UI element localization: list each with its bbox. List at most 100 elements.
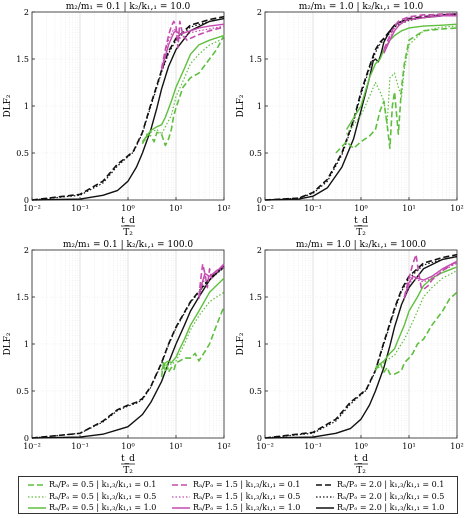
chart-title: m₂/m₁ = 1.0 | k₂/k₁,₁ = 100.0 <box>296 240 427 250</box>
legend-swatch <box>172 507 190 509</box>
series-line-s3 <box>141 34 225 143</box>
y-tick-label: 2 <box>257 8 262 17</box>
series-line-s1 <box>141 35 225 147</box>
legend-label: Rₐ/Pₒ = 2.0 | k₁,₃/k₁,₁ = 0.1 <box>337 480 445 489</box>
y-tick-label: 2 <box>257 246 262 255</box>
legend-label: Rₐ/Pₒ = 1.5 | k₁,₃/k₁,₁ = 0.5 <box>193 491 301 501</box>
chart-panel-2: 10⁻² 10⁻¹ 10⁰ 10¹ 10² 0 0.5 1 1.5 2 m₂/m₁ = 1.0 | … <box>236 2 464 238</box>
series-line-s5 <box>160 25 225 69</box>
x-tick-label: 10¹ <box>402 442 415 451</box>
chart-title: m₂/m₁ = 0.1 | k₂/k₁,₁ = 100.0 <box>63 240 194 250</box>
y-axis-label: DLF₂ <box>3 332 13 355</box>
series-line-s8 <box>31 17 225 201</box>
legend-swatch <box>316 495 334 498</box>
y-axis-label: DLF₂ <box>3 94 13 117</box>
series-line-s1 <box>160 306 225 378</box>
series-line-s8 <box>31 267 225 439</box>
series-line-s7 <box>264 13 458 201</box>
legend-swatch <box>28 495 46 498</box>
series-line-s6 <box>160 23 225 71</box>
x-tick-label: 10⁰ <box>121 442 134 451</box>
chart-panel-1: 10⁻² 10⁻¹ 10⁰ 10¹ 10² 0 0.5 1 1.5 2 m₂/m₁ = 0.1 | … <box>3 2 231 238</box>
y-tick-label: 0 <box>24 196 29 205</box>
legend-label: Rₐ/Pₒ = 2.0 | k₁,₃/k₁,₁ = 0.5 <box>337 491 445 501</box>
series-line-s4 <box>198 263 225 298</box>
series-line-s5 <box>403 262 458 300</box>
series-line-s4 <box>383 13 457 50</box>
series-line-s7 <box>31 15 225 201</box>
legend: Rₐ/Pₒ = 0.5 | k₁,₃/k₁,₁ = 0.1 Rₐ/Pₒ = 0.5… <box>18 476 458 514</box>
y-tick-label: 2 <box>24 246 29 255</box>
x-tick-label: 10² <box>450 204 463 213</box>
y-tick-label: 0.5 <box>249 149 262 158</box>
y-tick-label: 0 <box>257 196 262 205</box>
x-axis-label-denominator: T₂ <box>356 466 366 476</box>
x-axis-label-numerator: t_d <box>121 216 135 226</box>
y-axis-label: DLF₂ <box>236 94 246 117</box>
y-tick-label: 1.5 <box>16 55 29 64</box>
x-tick-label: 10⁻² <box>256 204 274 213</box>
legend-label: Rₐ/Pₒ = 0.5 | k₁,₃/k₁,₁ = 1.0 <box>49 503 157 512</box>
y-tick-label: 1 <box>257 102 262 111</box>
chart-title: m₂/m₁ = 1.0 | k₂/k₁,₁ = 10.0 <box>299 2 424 12</box>
x-tick-label: 10⁰ <box>354 204 367 213</box>
y-tick-label: 1 <box>257 340 262 349</box>
y-tick-label: 1.5 <box>16 293 29 302</box>
x-axis-label-numerator: t_d <box>354 216 368 226</box>
legend-label: Rₐ/Pₒ = 2.0 | k₁,₃/k₁,₁ = 1.0 <box>337 503 445 512</box>
series-line-s2 <box>346 25 458 135</box>
y-tick-label: 0.5 <box>249 387 262 396</box>
legend-label: Rₐ/Pₒ = 1.5 | k₁,₃/k₁,₁ = 1.0 <box>193 503 301 512</box>
series-line-s1 <box>335 27 458 154</box>
series-line-s9 <box>31 17 225 201</box>
chart-panel-3: 10⁻² 10⁻¹ 10⁰ 10¹ 10² 0 0.5 1 1.5 2 m₂/m₁ = 0.1 | … <box>3 240 231 476</box>
y-tick-label: 2 <box>24 8 29 17</box>
x-tick-label: 10⁰ <box>354 442 367 451</box>
legend-label: Rₐ/Pₒ = 0.5 | k₁,₃/k₁,₁ = 0.1 <box>49 480 157 489</box>
legend-label: Rₐ/Pₒ = 0.5 | k₁,₃/k₁,₁ = 0.5 <box>49 491 157 501</box>
y-axis-label: DLF₂ <box>236 332 246 355</box>
x-tick-label: 10⁻¹ <box>71 204 89 213</box>
x-tick-label: 10² <box>450 442 463 451</box>
series-line-s7 <box>264 253 458 439</box>
y-tick-label: 1 <box>24 340 29 349</box>
y-tick-label: 0 <box>24 434 29 443</box>
series-line-s8 <box>264 14 458 201</box>
series-line-s3 <box>160 277 225 371</box>
legend-label: Rₐ/Pₒ = 1.5 | k₁,₃/k₁,₁ = 0.1 <box>193 480 301 489</box>
x-tick-label: 10⁻² <box>256 442 274 451</box>
x-tick-label: 10⁻¹ <box>304 204 322 213</box>
series-line-s2 <box>375 270 458 371</box>
x-tick-label: 10¹ <box>402 204 415 213</box>
series-line-s9 <box>31 265 225 439</box>
series-line-s3 <box>375 266 458 369</box>
y-tick-label: 1.5 <box>249 55 262 64</box>
x-axis-label-denominator: T₂ <box>123 228 133 238</box>
x-tick-label: 10⁻² <box>23 204 41 213</box>
x-tick-label: 10² <box>217 442 230 451</box>
legend-swatch <box>172 495 190 498</box>
chart-panel-4: 10⁻² 10⁻¹ 10⁰ 10¹ 10² 0 0.5 1 1.5 2 m₂/m₁ = 1.0 | … <box>236 240 464 476</box>
chart-title: m₂/m₁ = 0.1 | k₂/k₁,₁ = 10.0 <box>66 2 191 12</box>
series-line-s4 <box>403 253 458 298</box>
series-line-s6 <box>403 260 458 298</box>
x-tick-label: 10² <box>217 204 230 213</box>
y-tick-label: 1.5 <box>249 293 262 302</box>
series-line-s8 <box>264 255 458 439</box>
y-tick-label: 0.5 <box>16 149 29 158</box>
figure: 10⁻² 10⁻¹ 10⁰ 10¹ 10² 0 0.5 1 1.5 2 m₂/m₁ = 0.1 | … <box>3 2 464 476</box>
legend-swatch <box>28 484 46 486</box>
series-line-s6 <box>198 264 225 298</box>
x-tick-label: 10¹ <box>169 442 182 451</box>
series-line-s2 <box>161 291 225 373</box>
legend-swatch <box>316 484 334 486</box>
legend-swatch <box>172 484 190 486</box>
x-tick-label: 10⁻¹ <box>71 442 89 451</box>
x-tick-label: 10¹ <box>169 204 182 213</box>
series-line-s1 <box>374 291 458 375</box>
y-tick-label: 0 <box>257 434 262 443</box>
x-axis-label-denominator: T₂ <box>356 228 366 238</box>
x-tick-label: 10⁰ <box>121 204 134 213</box>
y-tick-label: 0.5 <box>16 387 29 396</box>
x-axis-label-numerator: t_d <box>354 454 368 464</box>
